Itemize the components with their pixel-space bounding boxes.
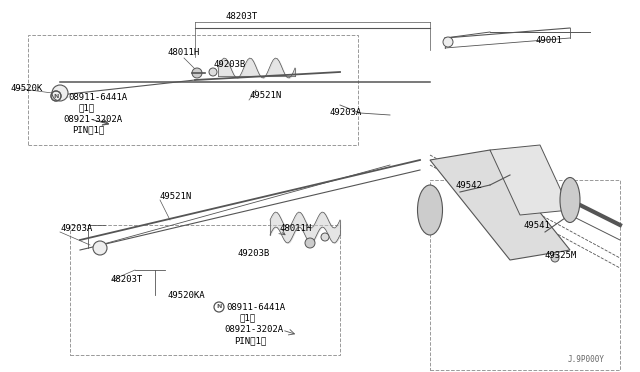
Circle shape — [93, 241, 107, 255]
Text: 49521N: 49521N — [250, 90, 282, 99]
Text: 49542: 49542 — [456, 180, 483, 189]
Text: PIN（1）: PIN（1） — [234, 337, 266, 346]
Text: 08911-6441A: 08911-6441A — [68, 93, 127, 102]
Circle shape — [551, 254, 559, 262]
Circle shape — [209, 68, 217, 76]
Bar — [28, 35, 358, 145]
Text: 48203T: 48203T — [226, 12, 258, 20]
Text: （1）: （1） — [240, 314, 256, 323]
Circle shape — [443, 37, 453, 47]
Circle shape — [52, 85, 68, 101]
Text: 49203B: 49203B — [213, 60, 245, 68]
Text: J.9P000Y: J.9P000Y — [568, 356, 605, 365]
Circle shape — [305, 238, 315, 248]
Text: 49325M: 49325M — [545, 250, 577, 260]
Text: PIN（1）: PIN（1） — [72, 125, 104, 135]
Text: N: N — [216, 305, 221, 310]
Bar — [70, 225, 340, 355]
Text: 48203T: 48203T — [110, 276, 142, 285]
Text: 49541: 49541 — [524, 221, 551, 230]
Text: 08921-3202A: 08921-3202A — [63, 115, 122, 124]
Text: 49203A: 49203A — [60, 224, 92, 232]
Text: 48011H: 48011H — [280, 224, 312, 232]
Text: N: N — [53, 93, 59, 99]
Text: （1）: （1） — [78, 103, 94, 112]
Circle shape — [192, 68, 202, 78]
Text: 08921-3202A: 08921-3202A — [224, 326, 283, 334]
Text: 48011H: 48011H — [168, 48, 200, 57]
Text: 49001: 49001 — [536, 35, 563, 45]
Text: 49520KA: 49520KA — [168, 292, 205, 301]
Text: 49521N: 49521N — [160, 192, 192, 201]
Circle shape — [321, 233, 329, 241]
Text: 08911-6441A: 08911-6441A — [226, 302, 285, 311]
Text: 49203A: 49203A — [330, 108, 362, 116]
Ellipse shape — [417, 185, 442, 235]
Bar — [430, 180, 620, 370]
Polygon shape — [490, 145, 570, 215]
Polygon shape — [430, 150, 570, 260]
Ellipse shape — [560, 177, 580, 222]
Text: 49520K: 49520K — [10, 83, 42, 93]
Text: 49203B: 49203B — [238, 250, 270, 259]
